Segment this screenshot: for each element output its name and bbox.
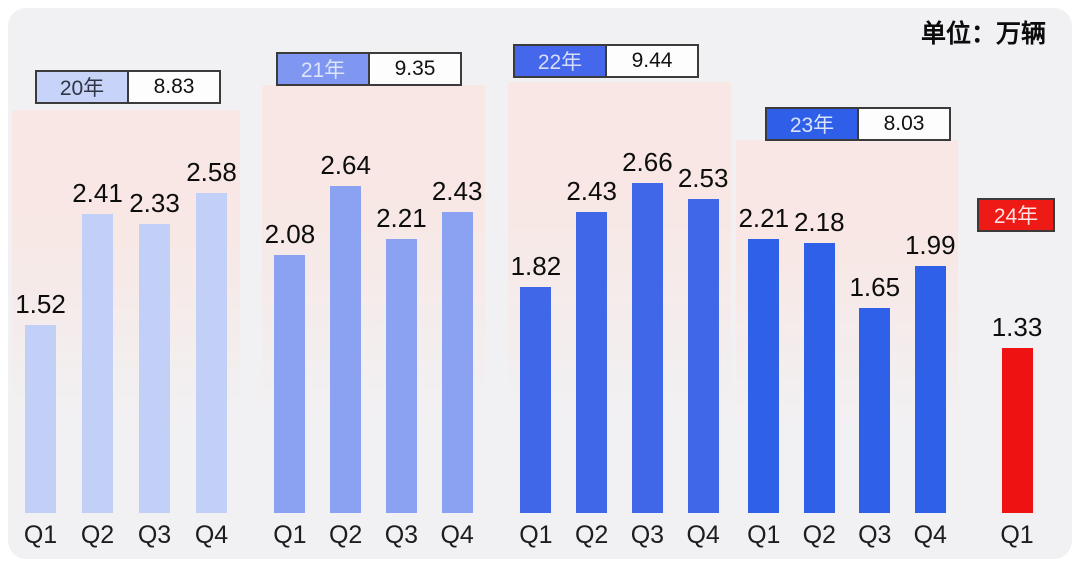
x-tick-label: Q1 [747,521,781,549]
bar-column: 1.33 Q1 [983,8,1051,559]
bar-value-label: 2.33 [129,188,180,219]
bar-column: 2.53 Q4 [675,8,731,559]
legend-badge-2021: 21年 9.35 [276,52,462,86]
year-group-2024: 24年 1.33 Q1 [977,8,1055,559]
x-tick-label: Q1 [23,521,58,549]
bar-value-label: 2.41 [72,178,123,209]
x-tick-label: Q4 [440,521,474,549]
x-tick-label: Q4 [686,521,720,549]
bar-column: 1.65 Q3 [847,8,903,559]
x-tick-label: Q2 [80,521,115,549]
bar-column: 2.66 Q3 [620,8,676,559]
bar-value-label: 1.33 [991,312,1043,343]
chart-card: 单位：万辆 20年 8.83 1.52 Q1 2.41 Q2 2.33 Q3 2.58 Q4 … [8,8,1072,559]
bar [196,193,227,513]
legend-total-value: 8.83 [127,72,219,102]
bar-value-label: 2.43 [431,175,483,206]
bar [914,266,946,513]
bar-value-label: 2.21 [376,202,427,233]
bar [139,224,170,513]
bar-column: 2.43 Q4 [429,8,485,559]
bar-value-label: 2.53 [677,163,729,194]
bar-column: 2.08 Q1 [262,8,318,559]
x-tick-label: Q2 [328,521,363,549]
bar-column: 1.99 Q4 [903,8,959,559]
bar-column: 2.33 Q3 [126,8,183,559]
legend-badge-2023: 23年 8.03 [765,107,951,141]
bar [520,287,552,513]
bar-column: 2.21 Q1 [736,8,792,559]
bar-value-label: 1.82 [510,251,562,282]
bar [1001,348,1033,513]
legend-year-label: 20年 [37,72,127,102]
legend-year-label: 21年 [278,54,368,84]
bar-value-label: 2.66 [622,147,673,178]
bar-value-label: 2.43 [566,175,617,206]
bar [330,185,362,513]
bar [687,199,719,513]
legend-badge-2020: 20年 8.83 [35,70,221,104]
bar-value-label: 2.58 [186,157,237,188]
x-tick-label: Q2 [574,521,609,549]
bar-column: 1.52 Q1 [12,8,69,559]
x-tick-label: Q4 [194,521,229,549]
year-group-2021: 21年 9.35 2.08 Q1 2.64 Q2 2.21 Q3 2.43 Q4 [262,8,485,559]
x-tick-label: Q2 [802,521,836,549]
x-tick-label: Q3 [384,521,419,549]
x-tick-label: Q3 [858,521,892,549]
legend-year-label: 24年 [979,200,1053,230]
x-tick-label: Q1 [273,521,307,549]
bar-column: 2.58 Q4 [183,8,240,559]
bar [576,211,608,513]
x-tick-label: Q4 [913,521,947,549]
legend-badge-2024: 24年 [977,198,1055,232]
legend-badge-2022: 22年 9.44 [513,44,699,78]
year-group-2023: 23年 8.03 2.21 Q1 2.18 Q2 1.65 Q3 1.99 Q4 [736,8,958,559]
bar-value-label: 1.99 [904,230,956,261]
bar-value-label: 1.52 [15,288,66,319]
bar-value-label: 2.08 [264,219,316,250]
legend-total-value: 9.44 [605,46,697,76]
year-group-2022: 22年 9.44 1.82 Q1 2.43 Q2 2.66 Q3 2.53 Q4 [508,8,731,559]
x-tick-label: Q1 [519,521,553,549]
bar-value-label: 1.65 [849,272,901,303]
bar [748,238,780,513]
bar [385,238,417,513]
x-tick-label: Q3 [630,521,665,549]
bar-column: 2.43 Q2 [564,8,620,559]
unit-label: 单位：万辆 [920,20,1046,48]
bar-value-label: 2.21 [738,202,790,233]
bar-value-label: 2.64 [320,149,371,180]
legend-total-value: 8.03 [857,109,949,139]
bar [631,183,663,513]
x-tick-label: Q1 [1000,521,1034,549]
bar-value-label: 2.18 [793,206,845,237]
legend-year-label: 22年 [515,46,605,76]
year-group-2020: 20年 8.83 1.52 Q1 2.41 Q2 2.33 Q3 2.58 Q4 [12,8,240,559]
bar-column: 2.18 Q2 [792,8,848,559]
bar-column: 1.82 Q1 [508,8,564,559]
bar [441,211,473,513]
legend-total-value: 9.35 [368,54,460,84]
bar [25,324,56,513]
bar [274,255,306,513]
bar-column: 2.64 Q2 [318,8,374,559]
bar [859,308,891,513]
bar [82,214,113,513]
legend-year-label: 23年 [767,109,857,139]
x-tick-label: Q3 [137,521,172,549]
bar-column: 2.41 Q2 [69,8,126,559]
bar [803,242,835,513]
bar-column: 2.21 Q3 [374,8,430,559]
